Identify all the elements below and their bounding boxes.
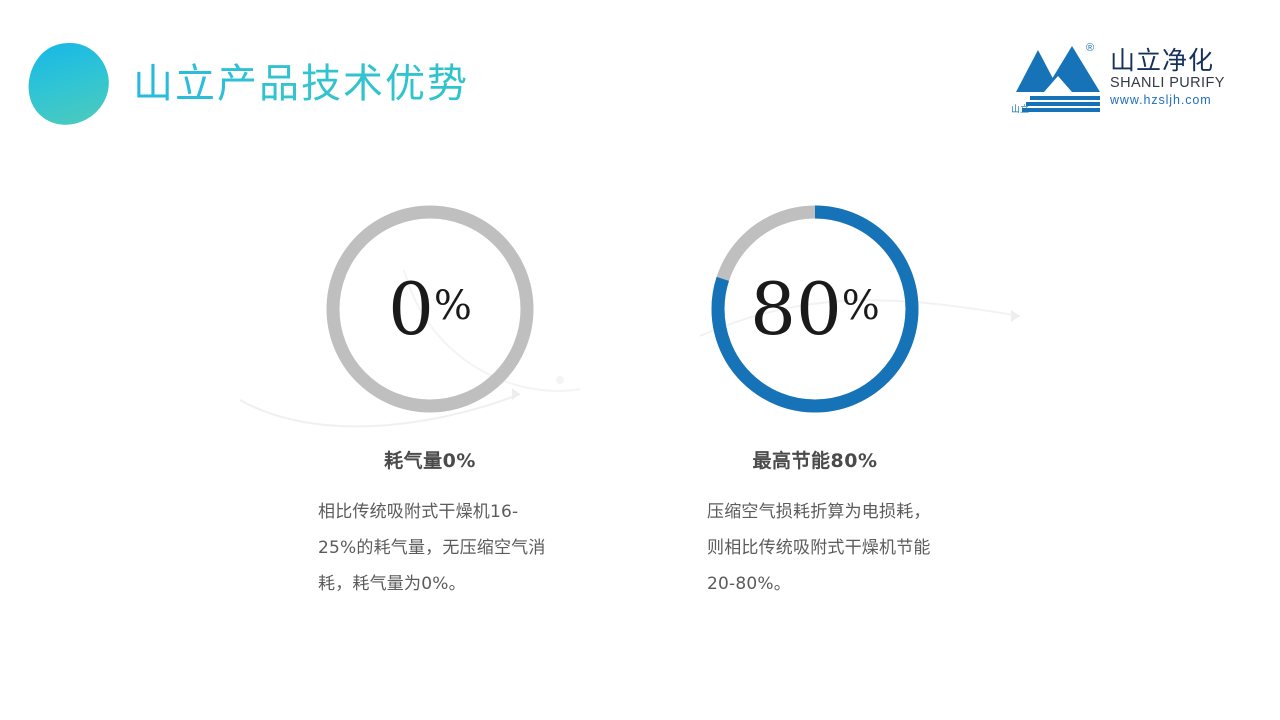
decorative-blob-shape — [28, 43, 109, 125]
brand-logo: 山立 ® 山立净化 SHANLI PURIFY www.hzsljh.com — [1010, 42, 1242, 120]
donut-track — [326, 205, 534, 413]
donut-chart-svg — [326, 205, 534, 413]
mountain-logo-icon — [1016, 46, 1100, 112]
logo-company-name-en: SHANLI PURIFY — [1110, 75, 1225, 91]
registered-trademark-icon: ® — [1086, 42, 1095, 54]
donut-value-number: 80 — [750, 267, 842, 351]
donut-center-value: 0 % — [321, 200, 539, 418]
logo-mark-label: 山立 — [1011, 104, 1030, 114]
metric-description: 压缩空气损耗折算为电损耗，则相比传统吸附式干燥机节能20-80%。 — [707, 502, 931, 594]
metric-heading: 最高节能80% — [752, 450, 878, 472]
donut-chart: 0 % — [321, 200, 539, 418]
donut-chart-svg — [711, 205, 919, 413]
metric-description: 相比传统吸附式干燥机16-25%的耗气量，无压缩空气消耗，耗气量为0%。 — [318, 502, 546, 594]
donut-chart: 80 % — [706, 200, 924, 418]
metric-heading: 耗气量0% — [384, 450, 476, 472]
connector-arrows — [239, 269, 1021, 428]
logo-company-name-cn: 山立净化 — [1110, 46, 1215, 75]
donut-value-arc — [711, 205, 919, 413]
donut-value-number: 0 — [388, 267, 434, 351]
logo-website-url: www.hzsljh.com — [1110, 93, 1212, 107]
page-title: 山立产品技术优势 — [133, 58, 469, 110]
logo-text-block: 山立净化 SHANLI PURIFY www.hzsljh.com — [1110, 46, 1242, 108]
metric-panel: 0 % 耗气量0% 相比传统吸附式干燥机16-25%的耗气量，无压缩空气消耗，耗… — [280, 200, 580, 602]
donut-value-unit: % — [433, 283, 472, 329]
donut-center-value: 80 % — [706, 200, 924, 418]
slide-body: 0 % 耗气量0% 相比传统吸附式干燥机16-25%的耗气量，无压缩空气消耗，耗… — [0, 150, 1280, 720]
donut-value-unit: % — [841, 283, 880, 329]
metric-panel: 80 % 最高节能80% 压缩空气损耗折算为电损耗，则相比传统吸附式干燥机节能2… — [665, 200, 965, 602]
slide-header: 山立产品技术优势 山立 ® 山立净化 SHANLI PURIFY www.hzs… — [0, 0, 1280, 150]
